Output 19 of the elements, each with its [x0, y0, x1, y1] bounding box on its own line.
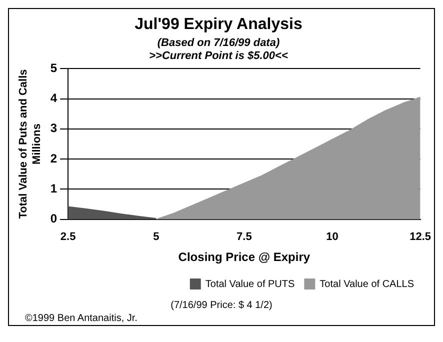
x-axis-title: Closing Price @ Expiry — [178, 250, 310, 264]
x-tick-label: 2.5 — [60, 231, 76, 244]
y-tick-label: 2 — [50, 151, 58, 166]
legend-label: Total Value of CALLS — [320, 278, 414, 290]
x-tick-label: 12.5 — [410, 231, 432, 244]
y-tick-label: 0 — [50, 212, 58, 226]
text: (7/16/99 Price: $ 4 1/2) — [170, 299, 274, 312]
y-tick-label: 1 — [50, 182, 58, 196]
text: ©1999 Ben Antanaitis, Jr. — [24, 312, 138, 325]
legend-label: Total Value of PUTS — [205, 278, 296, 290]
y-tick-label: 3 — [50, 121, 58, 136]
y-axis-title: Total Value of Puts and Calls Millions — [18, 69, 43, 219]
x-tick-label: 5 — [153, 231, 160, 244]
chart-title: Jul'99 Expiry Analysis — [134, 16, 302, 34]
x-tick-label: 7.5 — [236, 231, 252, 244]
y-tick-label: 4 — [50, 91, 58, 106]
chart-subtitle: (Based on 7/16/99 data) >>Current Point is $5.00<< — [149, 36, 288, 62]
x-tick-label: 10 — [326, 231, 338, 244]
y-tick-label: 5 — [50, 60, 58, 75]
